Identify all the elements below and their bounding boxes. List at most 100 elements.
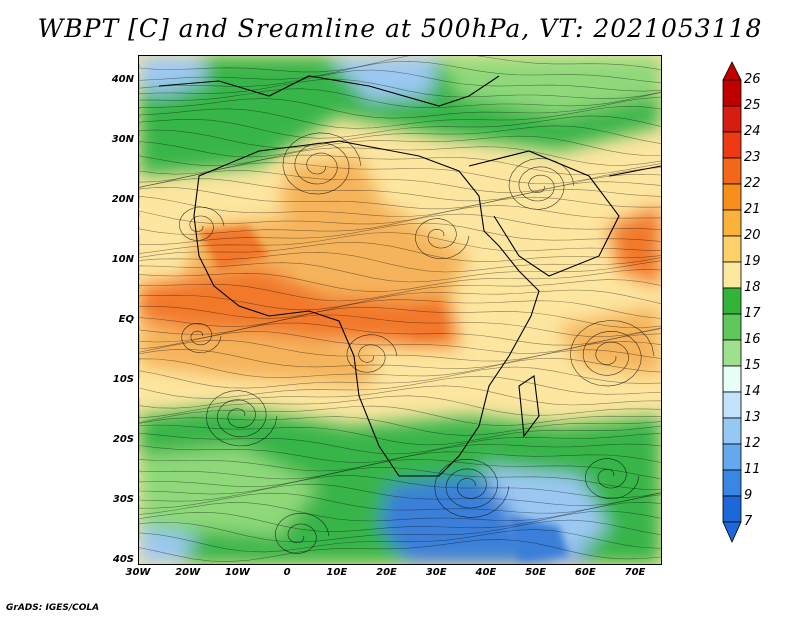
colorbar-segment (722, 105, 742, 133)
streamline (139, 289, 661, 311)
streamline (139, 424, 661, 446)
streamline (139, 492, 661, 514)
colorbar-segment (722, 209, 742, 237)
colorbar-level-label: 21 (744, 202, 761, 217)
temperature-field-detail (199, 226, 569, 561)
colorbar (722, 61, 742, 543)
streamline (139, 432, 661, 455)
streamline (139, 125, 661, 149)
streamline (139, 135, 661, 158)
lon-tick-label: 30W (125, 567, 151, 578)
streamline (434, 458, 510, 518)
streamline (139, 331, 661, 354)
colorbar-level-label: 25 (744, 98, 761, 113)
colorbar-level-label: 17 (744, 306, 761, 321)
streamline (139, 78, 661, 100)
lat-tick-label: 20N (111, 194, 134, 205)
lat-tick-label: 10N (111, 254, 134, 265)
streamline (139, 375, 661, 399)
colorbar-segment (722, 365, 742, 393)
streamline (139, 269, 661, 293)
colorbar-segment (722, 183, 742, 211)
field-region (139, 446, 319, 536)
colorbar-level-label: 9 (744, 488, 753, 503)
streamline (139, 56, 661, 73)
colorbar-level-label: 22 (744, 176, 761, 191)
field-region (199, 226, 269, 271)
streamline (415, 218, 470, 260)
streamline (570, 320, 655, 387)
lat-tick-label: 10S (112, 374, 134, 385)
streamline (206, 390, 278, 447)
streamline (139, 322, 661, 346)
colorbar-level-label: 16 (744, 332, 761, 347)
streamline (139, 501, 661, 522)
streamline (139, 195, 661, 217)
streamline (139, 348, 661, 369)
lon-tick-label: 50E (525, 567, 546, 578)
streamline (139, 529, 661, 553)
streamline (139, 467, 661, 490)
streamline (139, 96, 661, 119)
coastlines (158, 75, 661, 477)
streamline (139, 443, 661, 464)
streamline (139, 314, 661, 338)
coastline-arabia (468, 150, 620, 277)
colorbar-level-label: 18 (744, 280, 761, 295)
colorbar-level-label: 24 (744, 124, 761, 139)
streamline (139, 232, 661, 254)
streamline (139, 385, 661, 409)
field-region (409, 306, 444, 338)
streamline (139, 213, 661, 235)
field-region (509, 516, 569, 561)
streamline (139, 395, 661, 419)
lon-tick-label: 20E (376, 567, 397, 578)
streamline (139, 451, 661, 472)
streamline (139, 306, 661, 329)
colorbar-segment (722, 469, 742, 497)
colorbar-segment (722, 261, 742, 289)
field-region (289, 241, 369, 281)
lat-tick-label: 30N (111, 134, 134, 145)
streamline (139, 475, 661, 499)
lat-tick-label: 40N (111, 74, 134, 85)
colorbar-level-label: 20 (744, 228, 761, 243)
field-region (609, 206, 661, 286)
streamline (346, 334, 398, 373)
streamline (139, 205, 661, 225)
streamline (139, 178, 661, 202)
streamline (139, 105, 661, 129)
streamline (139, 299, 661, 319)
lat-tick-label: 30S (112, 494, 134, 505)
streamline (139, 366, 661, 389)
streamline (139, 222, 661, 246)
colorbar-segment (722, 417, 742, 445)
colorbar-segment (722, 443, 742, 471)
field-region (139, 526, 199, 564)
colorbar-segment (722, 79, 742, 107)
streamline (139, 241, 661, 262)
coastline-asia (608, 165, 661, 177)
colorbar-segment (722, 313, 742, 341)
lon-tick-label: 60E (574, 567, 596, 578)
colorbar-level-label: 7 (744, 514, 753, 529)
lon-tick-label: 40E (475, 567, 497, 578)
map-canvas (139, 56, 661, 564)
colorbar-segment (722, 391, 742, 419)
colorbar-segment (722, 495, 742, 523)
streamline (139, 251, 661, 273)
streamline (139, 88, 661, 109)
colorbar-level-label: 15 (744, 358, 761, 373)
field-region (559, 306, 661, 376)
streamlines (139, 56, 661, 562)
colorbar-segment (722, 131, 742, 159)
field-region (139, 326, 379, 386)
streamline (139, 260, 661, 283)
coastline-madagascar (518, 375, 540, 438)
streamline (508, 158, 575, 210)
lat-tick-label: EQ (118, 314, 134, 325)
colorbar-segment (722, 235, 742, 263)
streamline (585, 458, 640, 500)
lon-tick-label: 10E (326, 567, 348, 578)
streamline (181, 322, 222, 354)
